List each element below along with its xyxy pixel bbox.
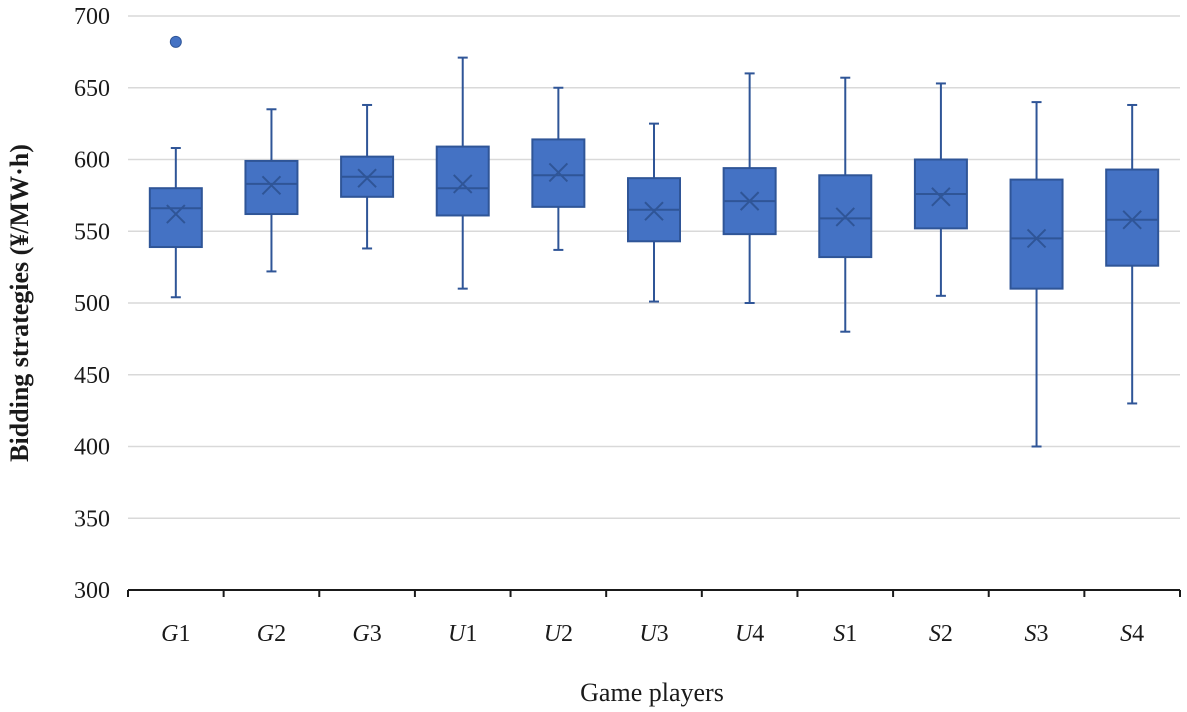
box-U4 xyxy=(722,72,777,304)
y-tick-label: 500 xyxy=(74,291,110,317)
y-axis-title: Bidding strategies (¥/MW·h) xyxy=(5,144,34,462)
mean-marker xyxy=(835,207,855,227)
mean-marker xyxy=(1026,228,1047,249)
x-tick-label: G3 xyxy=(352,621,381,647)
y-tick-label: 650 xyxy=(74,76,110,102)
mean-marker xyxy=(739,191,760,211)
x-tick-label: U4 xyxy=(735,621,764,647)
mean-marker xyxy=(166,204,186,224)
x-tick-label: S1 xyxy=(833,621,857,647)
y-tick-label: 350 xyxy=(74,506,110,532)
mean-marker xyxy=(357,168,377,188)
boxes xyxy=(148,35,1160,448)
box-G3 xyxy=(340,103,395,250)
iqr-box xyxy=(435,145,490,217)
mean-marker xyxy=(453,174,473,194)
box-S2 xyxy=(913,82,968,297)
x-axis-title: Game players xyxy=(580,678,724,707)
box-U3 xyxy=(627,122,681,303)
box-U1 xyxy=(435,56,490,290)
y-tick-label: 450 xyxy=(74,363,110,389)
iqr-box xyxy=(1105,168,1160,267)
iqr-box xyxy=(1009,178,1064,290)
y-tick-label: 550 xyxy=(74,219,110,245)
iqr-box xyxy=(244,159,299,216)
box-S4 xyxy=(1105,103,1160,405)
x-axis-ticks xyxy=(127,590,1181,597)
mean-marker xyxy=(261,175,282,196)
box-S1 xyxy=(818,76,873,333)
x-tick-labels: G1 G2 G3 U1 U2 U3 U4 S1 S2 S3 S4 xyxy=(161,621,1144,647)
mean-marker xyxy=(1122,210,1142,230)
y-tick-label: 700 xyxy=(74,4,110,30)
box-G1 xyxy=(148,35,203,299)
mean-marker xyxy=(931,187,951,207)
x-tick-label: S2 xyxy=(929,621,953,647)
box-G2 xyxy=(244,108,299,273)
x-tick-label: U3 xyxy=(639,621,668,647)
outlier-point xyxy=(169,35,182,48)
mean-marker xyxy=(644,201,664,221)
x-tick-label: S4 xyxy=(1120,621,1144,647)
box-S3 xyxy=(1009,101,1064,448)
x-tick-label: G1 xyxy=(161,621,190,647)
y-tick-label: 400 xyxy=(74,435,110,461)
iqr-box xyxy=(148,187,203,249)
box-U2 xyxy=(531,86,586,251)
x-tick-label: U1 xyxy=(448,621,477,647)
x-tick-label: U2 xyxy=(544,621,573,647)
y-tick-labels: 300 350 400 450 500 550 600 650 700 xyxy=(74,4,110,604)
y-tick-label: 600 xyxy=(74,148,110,174)
x-tick-label: G2 xyxy=(257,621,286,647)
x-tick-label: S3 xyxy=(1025,621,1049,647)
mean-marker xyxy=(548,162,569,183)
y-tick-label: 300 xyxy=(74,578,110,604)
